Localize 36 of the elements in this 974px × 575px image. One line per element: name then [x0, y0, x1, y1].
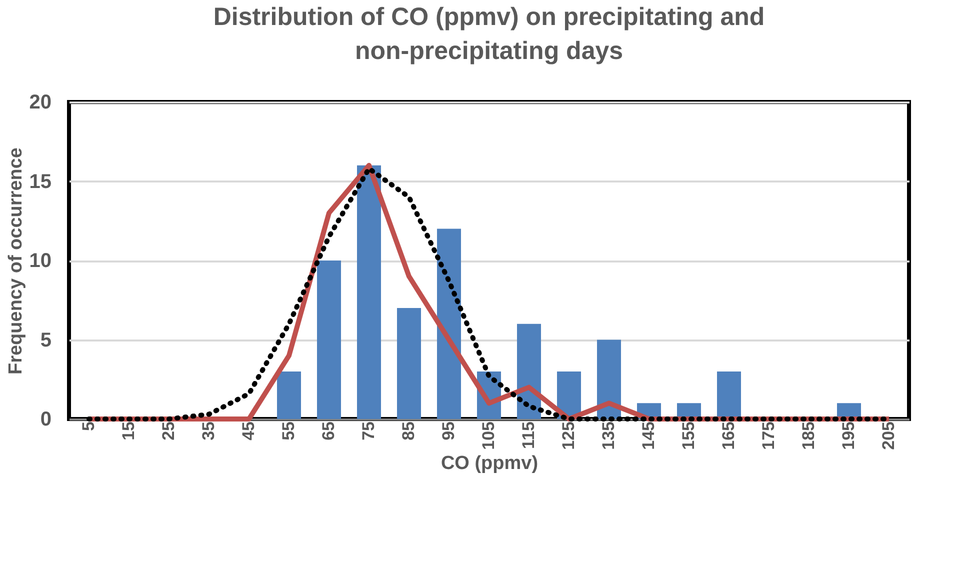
bar	[397, 308, 421, 419]
x-tick-label: 175	[759, 422, 778, 450]
bar	[597, 340, 621, 419]
x-tick-label: 195	[839, 422, 858, 450]
x-tick-label: 75	[359, 422, 378, 440]
y-tick-label: 15	[29, 170, 52, 193]
x-tick-label: 85	[399, 422, 418, 440]
bar	[357, 165, 381, 419]
x-tick-label: 95	[439, 422, 458, 440]
x-tick-label: 15	[119, 422, 138, 440]
x-tick-label: 205	[879, 422, 898, 450]
x-tick-label: 145	[639, 422, 658, 450]
x-tick-label: 5	[79, 422, 98, 431]
x-tick-label: 25	[159, 422, 178, 440]
x-tick-label: 165	[719, 422, 738, 450]
bar	[317, 260, 341, 419]
x-tick-label: 155	[679, 422, 698, 450]
x-tick-label: 45	[239, 422, 258, 440]
bar	[517, 324, 541, 419]
x-tick-label: 35	[199, 422, 218, 440]
x-axis-title: CO (ppmv)	[440, 452, 538, 474]
y-tick-label: 10	[29, 250, 52, 272]
x-tick-label: 65	[319, 422, 338, 440]
bar	[277, 371, 301, 419]
x-tick-label: 55	[279, 422, 298, 440]
x-tick-label: 115	[519, 422, 538, 449]
y-tick-label: 0	[40, 408, 52, 430]
y-tick-label: 20	[29, 92, 52, 114]
x-tick-label: 125	[559, 422, 578, 450]
x-tick-label: 185	[799, 422, 818, 450]
y-tick-label: 5	[40, 329, 52, 352]
chart-title: Distribution of CO (ppmv) on precipitating and non-precipitating days	[213, 3, 765, 65]
x-tick-label: 105	[479, 422, 498, 450]
x-tick-label: 135	[599, 422, 618, 450]
bar	[437, 228, 461, 419]
y-axis-title: Frequency of occurrence	[5, 147, 26, 375]
